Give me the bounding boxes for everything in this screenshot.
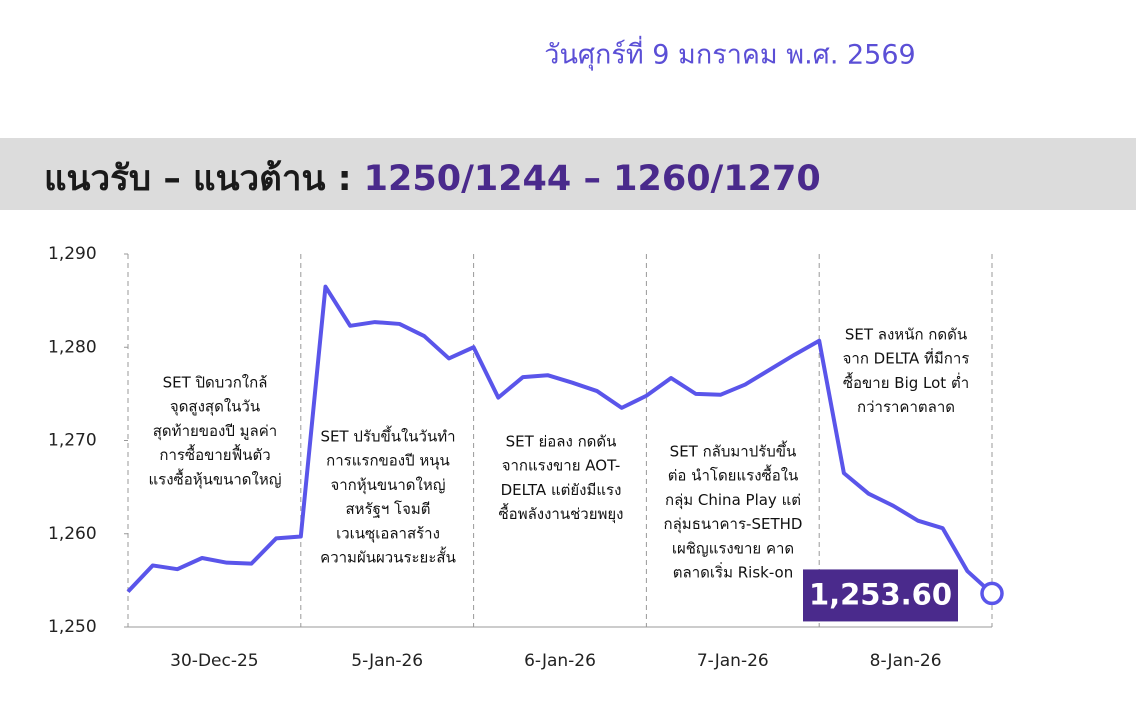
label-box [803, 569, 958, 622]
date: วันศุกร์ที่ 9 มกราคม พ.ศ. 2569 [544, 36, 915, 72]
annotation: ความผันผวนระยะสั้น [320, 547, 456, 567]
last-point [980, 581, 1004, 606]
annotation: การแรกของปี หนุน [326, 452, 450, 471]
annotation: แรงซื้อหุ้นขนาดใหญ่ [148, 468, 281, 489]
annotation: สหรัฐฯ โจมตี [345, 500, 430, 518]
annotation: SET ลงหนัก กดดัน [845, 326, 967, 344]
y-tick-label: 1,260 [48, 524, 97, 544]
annotation: กว่าราคาตลาด [857, 398, 955, 416]
y-tick-label: 1,290 [48, 244, 97, 264]
annotation: SET ปรับขึ้นในวันทำ [320, 426, 455, 446]
annotation: ซื้อขาย Big Lot ต่ำ [843, 372, 969, 392]
annotation: DELTA แต่ยังมีแรง [501, 481, 622, 499]
annotation: ตลาดเริ่ม Risk-on [673, 562, 793, 582]
annotation: จากหุ้นขนาดใหญ่ [330, 476, 445, 495]
chart-title: แนวรับ – แนวต้าน : 1250/1244 – 1260/1270 [44, 159, 821, 199]
annotation: ต่อ นำโดยแรงซื้อใน [668, 465, 799, 485]
annotation: กลุ่มธนาคาร-SETHD [664, 515, 803, 534]
y-tick-label: 1,270 [48, 431, 97, 451]
annotation: SET กลับมาปรับขึ้น [670, 441, 797, 461]
y-tick-label: 1,250 [48, 617, 97, 637]
annotation: SET ปิดบวกใกล้ [163, 374, 268, 392]
x-tick-label: 6-Jan-26 [524, 651, 596, 671]
annotation: ซื้อพลังงานช่วยพยุง [499, 503, 624, 524]
title-text: แนวรับ – แนวต้าน : [44, 159, 352, 199]
annotation: จาก DELTA ที่มีการ [843, 348, 970, 368]
series-line [126, 284, 994, 595]
title-levels: 1250/1244 – 1260/1270 [364, 159, 821, 199]
annotation: จากแรงขาย AOT- [502, 457, 621, 475]
y-tick-label: 1,280 [48, 337, 97, 357]
annotation: เวเนซุเอลาสร้าง [336, 524, 440, 543]
annotation: SET ย่อลง กดดัน [506, 433, 617, 451]
annotation: กลุ่ม China Play แต่ [665, 491, 801, 510]
annotation: จุดสูงสุดในวัน [170, 398, 260, 417]
x-tick-label: 8-Jan-26 [870, 651, 942, 671]
x-tick-label: 30-Dec-25 [170, 651, 258, 671]
annotation: การซื้อขายฟื้นตัว [159, 444, 270, 464]
annotation: สุดท้ายของปี มูลค่า [153, 422, 277, 441]
annotation: เผชิญแรงขาย คาด [672, 539, 794, 557]
x-tick-label: 5-Jan-26 [351, 651, 423, 671]
x-tick-label: 7-Jan-26 [697, 651, 769, 671]
value-label: 1,253.60 [809, 577, 952, 611]
title-band [0, 138, 1136, 210]
